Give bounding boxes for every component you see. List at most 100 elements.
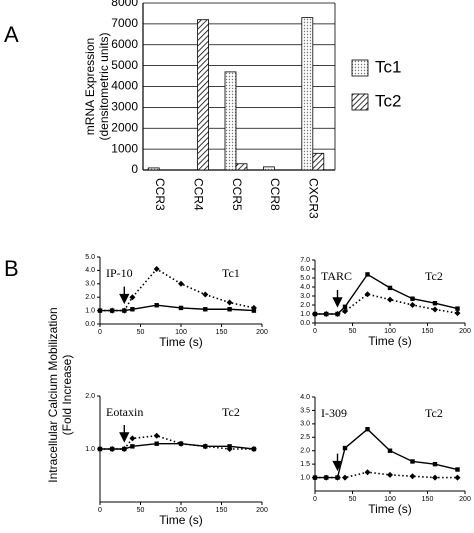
y-tick-label: 2.0 <box>85 393 95 400</box>
y-axis-title-line: (densitometric units) <box>97 32 111 140</box>
point <box>364 291 371 298</box>
y-tick-label: 4.0 <box>300 394 310 401</box>
x-tick-label: 200 <box>459 496 471 503</box>
point <box>312 311 318 317</box>
y-tick-label: 6000 <box>111 37 138 51</box>
point <box>97 446 103 452</box>
x-tick-label: 100 <box>175 507 187 514</box>
legend-swatch <box>351 93 369 111</box>
y-tick-label: 3.0 <box>300 421 310 428</box>
point <box>387 285 393 291</box>
point <box>432 474 438 481</box>
stimulus-arrow <box>119 286 130 305</box>
y-tick-label: 6.0 <box>300 266 310 273</box>
bar <box>301 17 314 171</box>
point <box>178 305 184 311</box>
point <box>130 444 135 449</box>
point <box>122 446 127 452</box>
point <box>202 291 209 298</box>
point <box>365 427 370 432</box>
point <box>323 311 330 317</box>
point <box>227 307 232 312</box>
point <box>387 448 393 453</box>
x-tick-label: 100 <box>384 496 396 503</box>
point <box>97 308 103 313</box>
point <box>130 307 135 312</box>
y-axis-title-line: mRNA Expression <box>83 38 97 135</box>
point <box>410 296 415 301</box>
point <box>387 471 393 478</box>
x-tick-label: 0 <box>313 496 317 503</box>
x-tick-label: 150 <box>422 328 434 335</box>
point <box>334 474 341 481</box>
annotation: Eotaxin <box>106 405 143 419</box>
y-tick-label: 0.0 <box>300 320 310 327</box>
y-axis-title: mRNA Expression (densitometric units) <box>83 32 111 140</box>
point <box>178 280 184 287</box>
y-tick-label: 4.0 <box>85 267 95 274</box>
x-tick-label: CXCR3 <box>307 178 321 219</box>
x-tick-label: 150 <box>422 496 434 503</box>
y-tick-label: 2000 <box>111 120 138 134</box>
bar <box>235 163 248 171</box>
series-line <box>315 428 458 479</box>
y-axis-title-line: Intracellular Calcium Mobilization <box>46 307 60 482</box>
y-tick-label: 4.0 <box>300 284 310 291</box>
point <box>410 459 415 464</box>
point <box>455 306 460 311</box>
annotation: Tc1 <box>222 266 240 280</box>
x-tick-label: 150 <box>216 507 228 514</box>
y-tick-label: 2.0 <box>85 294 95 301</box>
point <box>251 308 257 313</box>
point <box>342 474 348 481</box>
point <box>342 308 348 315</box>
y-tick-label: 7000 <box>111 16 138 30</box>
bar <box>197 19 210 171</box>
panel-label: B <box>4 256 19 281</box>
x-tick-label: 200 <box>459 328 471 335</box>
point <box>153 266 160 273</box>
x-tick-label: 50 <box>349 496 357 503</box>
bar <box>312 152 325 171</box>
point <box>365 272 370 277</box>
x-tick-label: 50 <box>137 329 145 336</box>
annotation: IP-10 <box>106 266 133 280</box>
x-tick-label: 0 <box>98 329 102 336</box>
point <box>454 474 461 481</box>
x-axis-title: Time (s) <box>368 502 412 516</box>
point <box>342 445 348 451</box>
series-line <box>315 293 458 315</box>
y-tick-label: 2.0 <box>300 302 310 309</box>
point <box>454 310 461 317</box>
bar <box>224 71 237 171</box>
point <box>109 446 115 452</box>
legend-label: Tc2 <box>375 91 401 110</box>
x-tick-label: 100 <box>384 328 396 335</box>
x-axis-title: Time (s) <box>368 334 412 348</box>
point <box>129 294 136 301</box>
x-tick-label: CCR8 <box>268 178 282 211</box>
y-tick-label: 2.0 <box>300 448 310 455</box>
annotation: I-309 <box>321 406 347 420</box>
y-tick-label: 3.5 <box>300 407 310 414</box>
y-tick-label: 3.0 <box>300 293 310 300</box>
point <box>432 461 438 467</box>
bar <box>262 166 275 171</box>
point <box>203 444 208 449</box>
point <box>129 435 136 442</box>
point <box>387 296 393 303</box>
stimulus-arrow <box>119 425 130 443</box>
x-tick-label: 100 <box>175 329 187 336</box>
stimulus-arrow <box>332 453 343 472</box>
y-tick-label: 7.0 <box>300 257 310 264</box>
y-tick-label: 1.0 <box>300 311 310 318</box>
panel-label: A <box>4 22 19 47</box>
point <box>153 432 160 439</box>
x-axis-title: Time (s) <box>159 335 203 349</box>
annotation: Tc2 <box>222 405 240 419</box>
point <box>342 304 348 309</box>
y-axis-title-line: (Fold Increase) <box>60 355 74 436</box>
y-tick-label: 1.5 <box>300 461 310 468</box>
legend-swatch <box>351 59 369 77</box>
